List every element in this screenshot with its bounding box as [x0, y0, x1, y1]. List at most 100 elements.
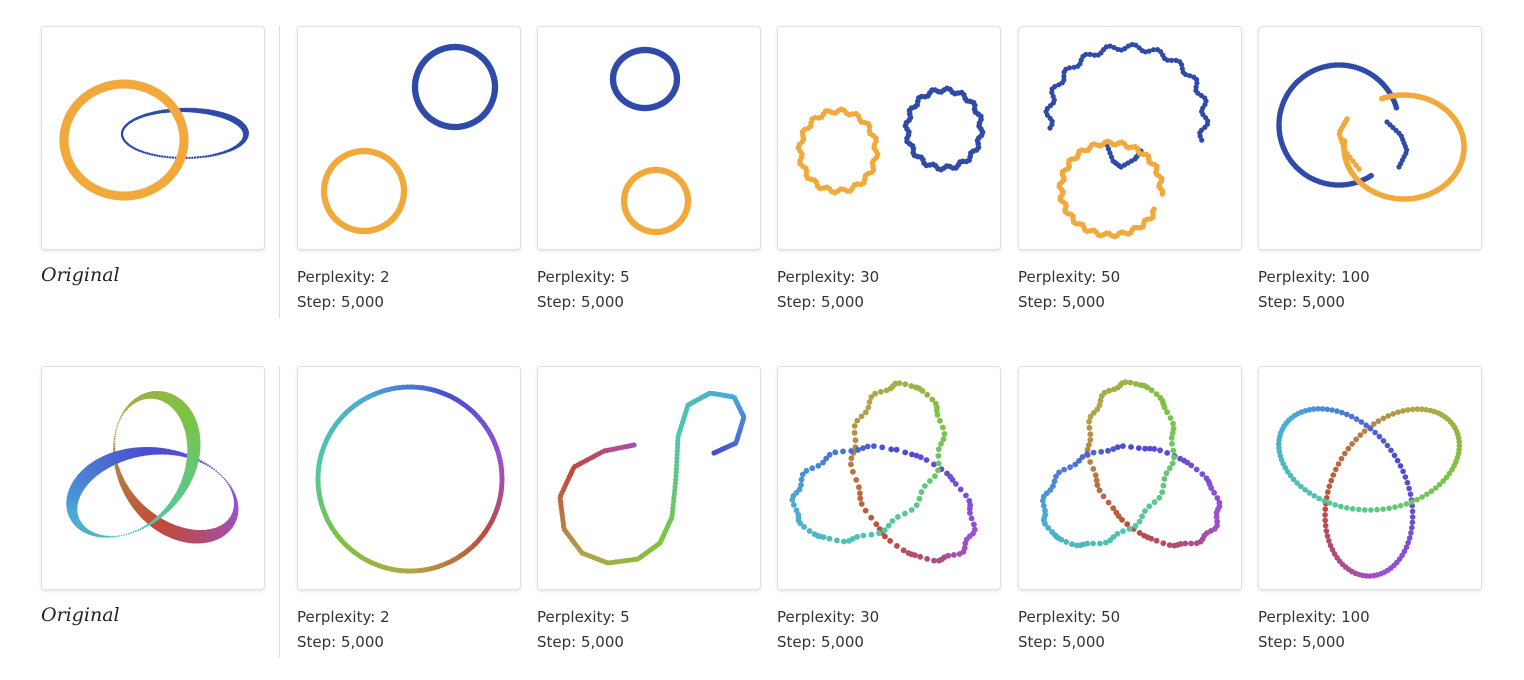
- point: [909, 451, 915, 458]
- point: [1168, 435, 1175, 441]
- run-card[interactable]: [297, 366, 521, 590]
- point: [916, 495, 923, 502]
- point: [1108, 154, 1115, 160]
- point: [1161, 404, 1168, 411]
- point: [887, 538, 893, 544]
- point: [1148, 387, 1155, 394]
- point: [171, 156, 175, 159]
- plot-perplexity-50: [1043, 41, 1211, 240]
- point: [1187, 73, 1193, 79]
- point: [1327, 542, 1334, 549]
- point: [1110, 446, 1117, 452]
- point: [1069, 541, 1075, 548]
- run-card[interactable]: [537, 26, 761, 250]
- point: [854, 533, 860, 540]
- point: [1211, 489, 1217, 496]
- point: [1405, 407, 1411, 413]
- point: [1193, 540, 1200, 547]
- run-card[interactable]: [1018, 26, 1242, 250]
- point: [120, 534, 123, 537]
- point: [168, 156, 172, 159]
- point: [1323, 528, 1330, 534]
- point: [1114, 444, 1121, 451]
- point: [1087, 51, 1093, 57]
- point: [795, 511, 802, 518]
- point: [1102, 539, 1109, 546]
- perplexity-label: Perplexity: 5: [537, 268, 630, 286]
- step-label: Step: 5,000: [537, 293, 624, 311]
- step-label: Step: 5,000: [1018, 633, 1105, 651]
- point: [1414, 406, 1421, 412]
- point: [826, 451, 833, 458]
- run-card[interactable]: [1258, 366, 1482, 590]
- point: [1166, 542, 1173, 548]
- point: [935, 460, 942, 467]
- point: [155, 154, 159, 157]
- point: [949, 476, 956, 483]
- point: [211, 467, 214, 470]
- point: [1127, 379, 1134, 386]
- point: [1090, 466, 1097, 472]
- point: [1074, 542, 1080, 549]
- point: [112, 447, 116, 451]
- point: [881, 527, 888, 534]
- point: [976, 123, 982, 129]
- point: [1400, 468, 1406, 475]
- point: [1311, 493, 1317, 499]
- run-card[interactable]: [297, 26, 521, 250]
- plot-perplexity-5: [609, 46, 692, 236]
- point: [860, 532, 867, 539]
- point: [1392, 504, 1398, 510]
- point: [1409, 499, 1415, 505]
- point: [148, 152, 152, 156]
- point: [1328, 477, 1334, 484]
- point: [1395, 409, 1401, 415]
- point: [1171, 542, 1178, 549]
- run-card[interactable]: [1258, 26, 1482, 250]
- point: [1163, 470, 1170, 477]
- point: [1298, 483, 1304, 490]
- point: [139, 528, 142, 531]
- point: [1443, 474, 1450, 481]
- point: [889, 518, 896, 524]
- run-caption: Perplexity: 100 Step: 5,000: [1258, 265, 1370, 315]
- point: [820, 459, 826, 466]
- point: [919, 388, 926, 394]
- point: [957, 486, 964, 493]
- point: [1183, 71, 1189, 78]
- point: [1110, 505, 1117, 512]
- point: [1097, 397, 1104, 404]
- point: [952, 481, 959, 487]
- point: [113, 440, 116, 443]
- point: [851, 423, 858, 429]
- point: [141, 150, 145, 154]
- point: [929, 396, 936, 403]
- point: [1092, 472, 1099, 479]
- run-card[interactable]: [777, 366, 1001, 590]
- point: [1160, 540, 1167, 547]
- point: [1142, 508, 1148, 514]
- point: [1330, 472, 1337, 478]
- point: [1372, 429, 1378, 436]
- point: [934, 412, 941, 418]
- point: [109, 535, 112, 538]
- run-card[interactable]: [537, 366, 761, 590]
- divider: [279, 366, 280, 658]
- run-card[interactable]: [1018, 366, 1242, 590]
- point: [1169, 460, 1176, 467]
- point: [1428, 488, 1435, 494]
- point: [1114, 530, 1121, 537]
- plot-original-linked-rings: [59, 79, 249, 201]
- point: [917, 553, 924, 560]
- point: [935, 446, 942, 453]
- point: [1124, 521, 1131, 528]
- run-card[interactable]: [777, 26, 1001, 250]
- point: [213, 468, 216, 471]
- point: [113, 442, 116, 445]
- point: [858, 413, 865, 420]
- perplexity-label: Perplexity: 100: [1258, 608, 1370, 626]
- point: [924, 391, 931, 398]
- point: [188, 156, 191, 160]
- point: [206, 464, 209, 467]
- point: [868, 514, 875, 521]
